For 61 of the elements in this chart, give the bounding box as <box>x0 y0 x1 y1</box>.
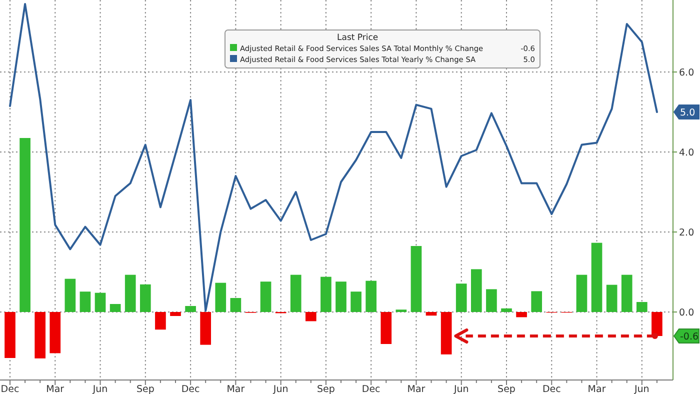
bar <box>410 246 422 312</box>
bar <box>366 280 377 312</box>
bar <box>350 292 362 312</box>
bar <box>110 304 121 312</box>
bar <box>64 278 76 312</box>
bar <box>501 308 512 312</box>
bar <box>591 242 602 312</box>
bar <box>170 312 181 316</box>
x-tick-label: Dec <box>0 384 20 394</box>
y-tick-label: 0.0 <box>679 308 694 318</box>
legend-title: Last Price <box>337 33 378 43</box>
y-tick-label: 2.0 <box>679 228 694 238</box>
x-tick-label: Mar <box>588 384 606 394</box>
bar <box>531 291 542 312</box>
bar <box>140 284 151 312</box>
bar <box>185 306 196 312</box>
x-tick-label: Dec <box>362 384 380 394</box>
x-tick-label: Jun <box>452 384 469 394</box>
y-tick-label: 6.0 <box>679 68 694 78</box>
x-tick-label: Mar <box>46 384 64 394</box>
bar <box>215 282 226 312</box>
x-tick-label: Sep <box>136 384 154 394</box>
bar <box>426 312 437 316</box>
text: -0.6 <box>680 332 699 342</box>
bar <box>124 274 136 312</box>
text: 5.0 <box>680 108 696 118</box>
y-tick-label: 4.0 <box>679 148 694 158</box>
bar <box>94 292 106 312</box>
bar <box>456 284 467 312</box>
bar <box>636 302 648 312</box>
x-tick-label: Dec <box>181 384 200 394</box>
x-tick-label: Sep <box>317 384 335 394</box>
x-tick-label: Dec <box>542 384 561 394</box>
bar <box>606 284 618 312</box>
bar <box>336 282 346 312</box>
bar <box>20 138 30 312</box>
x-tick-label: Jun <box>633 384 650 394</box>
x-tick-label: Sep <box>498 384 516 394</box>
line-series <box>9 3 658 312</box>
bar <box>50 312 61 354</box>
bar <box>576 274 588 312</box>
bar <box>4 312 16 358</box>
bar <box>320 276 332 312</box>
bar <box>380 312 392 344</box>
bar <box>260 282 272 312</box>
bar <box>470 269 482 312</box>
bar <box>486 289 497 312</box>
bar <box>305 312 316 322</box>
bar <box>621 274 632 312</box>
bar <box>80 292 91 312</box>
x-tick-label: Mar <box>407 384 426 394</box>
x-tick-label: Jun <box>92 384 108 394</box>
bar <box>200 312 212 345</box>
bar <box>155 312 166 330</box>
x-tick-label: Jun <box>272 384 288 394</box>
bar <box>516 312 527 318</box>
x-tick-label: Mar <box>226 384 245 394</box>
bar <box>290 274 302 312</box>
bar <box>230 298 242 312</box>
bar <box>440 312 452 354</box>
bar <box>34 312 46 358</box>
